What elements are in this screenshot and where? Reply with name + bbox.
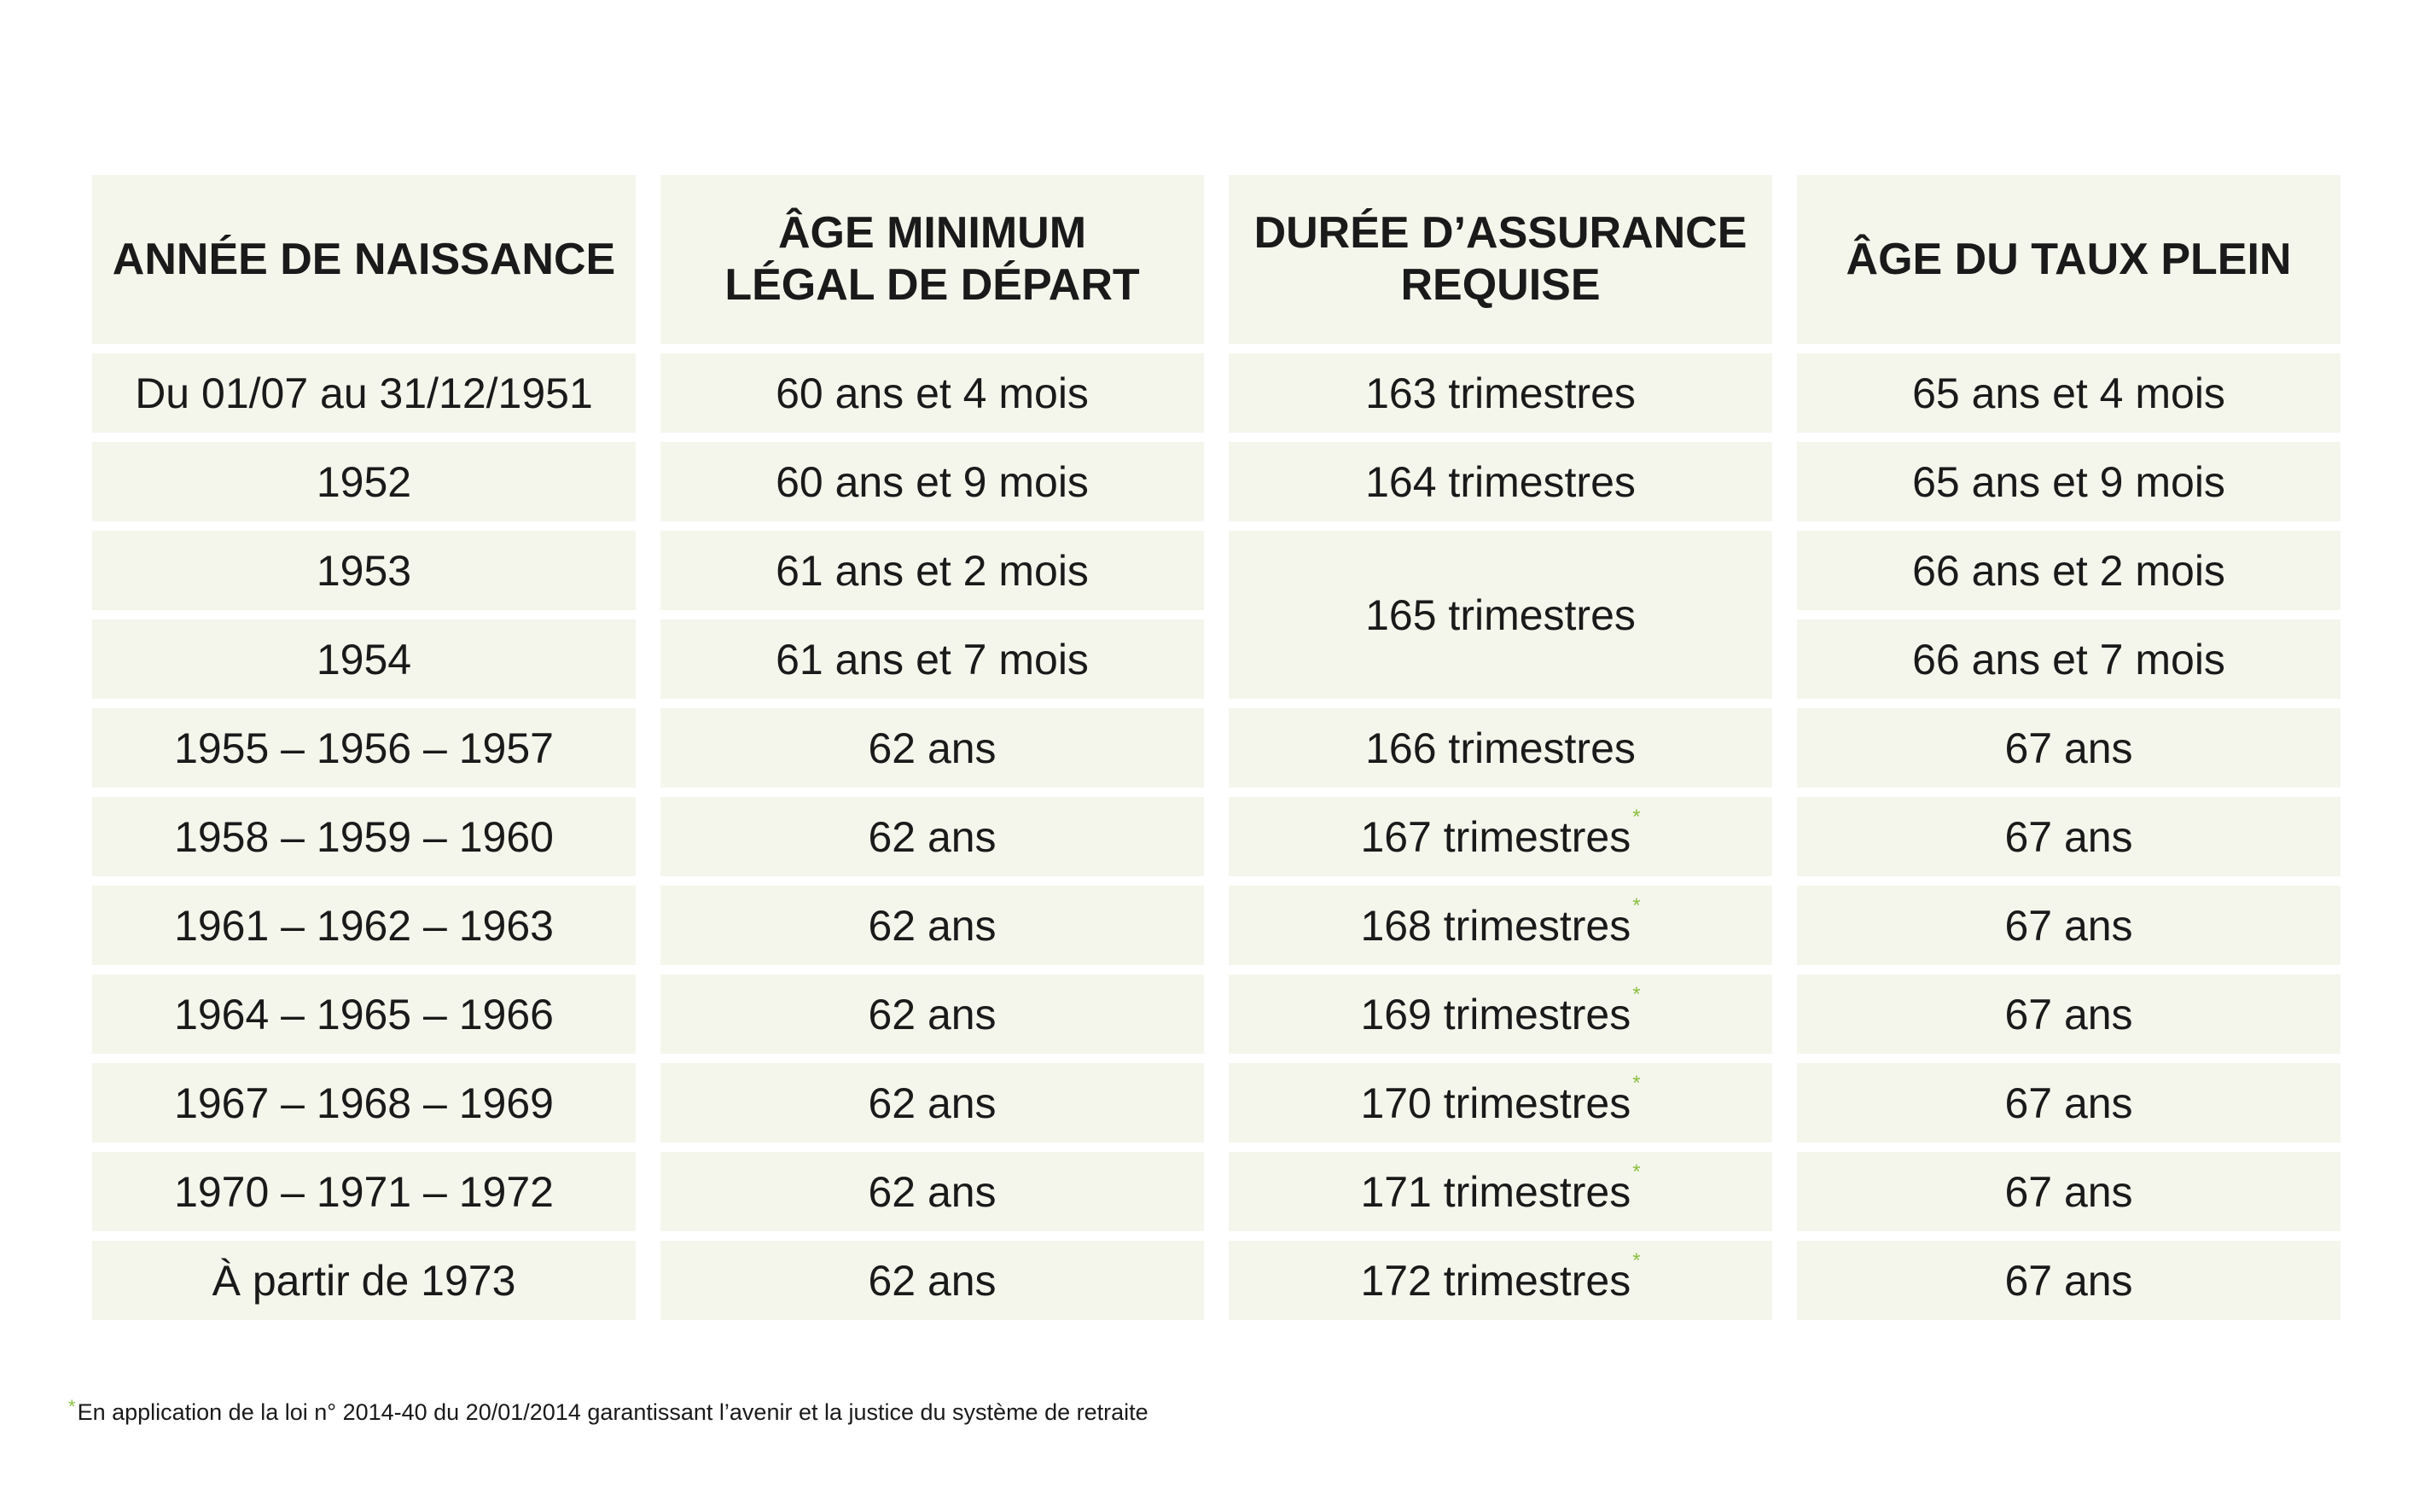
cell-duree: 163 trimestres: [1229, 353, 1772, 433]
header-duree-assurance: DURÉE D’ASSURANCE REQUISE: [1229, 175, 1772, 344]
cell-age-min: 62 ans: [660, 1152, 1204, 1231]
cell-annee: Du 01/07 au 31/12/1951: [92, 353, 636, 433]
cell-taux-plein: 65 ans et 4 mois: [1797, 353, 2340, 433]
header-label-line1: DURÉE D’ASSURANCE: [1253, 208, 1747, 258]
cell-taux-plein: 66 ans et 7 mois: [1797, 619, 2340, 699]
cell-duree: 169 trimestres *: [1229, 974, 1772, 1054]
duree-value: 169 trimestres: [1360, 990, 1631, 1038]
cell-age-min: 62 ans: [660, 797, 1204, 876]
cell-annee: 1967 – 1968 – 1969: [92, 1063, 636, 1143]
cell-taux-plein: 67 ans: [1797, 1152, 2340, 1231]
cell-age-min: 62 ans: [660, 1063, 1204, 1143]
footnote-text: En application de la loi n° 2014-40 du 2…: [77, 1399, 1148, 1425]
footnote-marker: *: [1632, 1160, 1641, 1184]
header-label: ANNÉE DE NAISSANCE: [112, 234, 616, 284]
footnote-marker: *: [1632, 983, 1641, 1007]
cell-annee: 1958 – 1959 – 1960: [92, 797, 636, 876]
cell-taux-plein: 66 ans et 2 mois: [1797, 531, 2340, 610]
header-label-line1: ÂGE MINIMUM: [777, 208, 1087, 258]
footnote-marker: *: [1632, 805, 1641, 829]
duree-value: 167 trimestres: [1360, 812, 1631, 861]
footnote-marker: *: [68, 1396, 76, 1417]
cell-taux-plein: 67 ans: [1797, 886, 2340, 965]
cell-duree: 167 trimestres *: [1229, 797, 1772, 876]
cell-annee: 1953: [92, 531, 636, 610]
cell-annee: 1952: [92, 442, 636, 521]
header-label-line2: REQUISE: [1400, 260, 1601, 310]
cell-annee: 1964 – 1965 – 1966: [92, 974, 636, 1054]
duree-value: 170 trimestres: [1360, 1079, 1631, 1127]
cell-taux-plein: 67 ans: [1797, 708, 2340, 788]
cell-taux-plein: 65 ans et 9 mois: [1797, 442, 2340, 521]
cell-age-min: 60 ans et 9 mois: [660, 442, 1204, 521]
cell-age-min: 62 ans: [660, 886, 1204, 965]
cell-duree: 170 trimestres *: [1229, 1063, 1772, 1143]
retirement-table: ANNÉE DE NAISSANCE ÂGE MINIMUM LÉGAL DE …: [92, 175, 2340, 1320]
cell-age-min: 61 ans et 7 mois: [660, 619, 1204, 699]
footnote-marker: *: [1632, 1072, 1641, 1096]
header-annee-naissance: ANNÉE DE NAISSANCE: [92, 175, 636, 344]
cell-taux-plein: 67 ans: [1797, 797, 2340, 876]
cell-duree: 172 trimestres *: [1229, 1241, 1772, 1320]
cell-annee: 1961 – 1962 – 1963: [92, 886, 636, 965]
cell-taux-plein: 67 ans: [1797, 974, 2340, 1054]
header-age-minimum: ÂGE MINIMUM LÉGAL DE DÉPART: [660, 175, 1204, 344]
cell-duree: 166 trimestres: [1229, 708, 1772, 788]
cell-annee: 1955 – 1956 – 1957: [92, 708, 636, 788]
duree-value: 172 trimestres: [1360, 1256, 1631, 1305]
duree-value: 168 trimestres: [1360, 901, 1631, 950]
cell-taux-plein: 67 ans: [1797, 1063, 2340, 1143]
cell-annee: 1970 – 1971 – 1972: [92, 1152, 636, 1231]
cell-duree: 168 trimestres *: [1229, 886, 1772, 965]
cell-duree: 164 trimestres: [1229, 442, 1772, 521]
cell-age-min: 60 ans et 4 mois: [660, 353, 1204, 433]
cell-annee: 1954: [92, 619, 636, 699]
footnote: *En application de la loi n° 2014-40 du …: [68, 1396, 1148, 1426]
footnote-marker: *: [1632, 894, 1641, 918]
header-label: ÂGE DU TAUX PLEIN: [1846, 234, 2292, 284]
cell-taux-plein: 67 ans: [1797, 1241, 2340, 1320]
duree-value: 171 trimestres: [1360, 1167, 1631, 1216]
cell-annee: À partir de 1973: [92, 1241, 636, 1320]
cell-duree-merged: 165 trimestres: [1229, 531, 1772, 699]
cell-duree: 171 trimestres *: [1229, 1152, 1772, 1231]
header-label-line2: LÉGAL DE DÉPART: [724, 260, 1140, 310]
cell-age-min: 61 ans et 2 mois: [660, 531, 1204, 610]
cell-age-min: 62 ans: [660, 974, 1204, 1054]
footnote-marker: *: [1632, 1249, 1641, 1273]
cell-age-min: 62 ans: [660, 1241, 1204, 1320]
cell-age-min: 62 ans: [660, 708, 1204, 788]
header-age-taux-plein: ÂGE DU TAUX PLEIN: [1797, 175, 2340, 344]
